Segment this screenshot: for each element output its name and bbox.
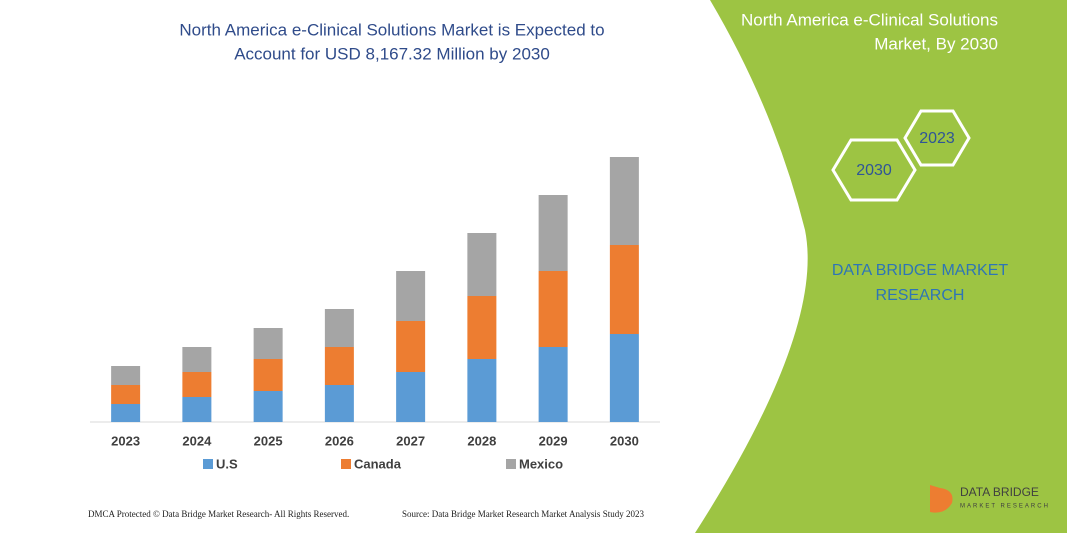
bar-segment [396,372,426,422]
x-tick-label: 2026 [325,433,354,448]
bar-segment [253,328,283,359]
x-tick-label: 2023 [111,433,140,448]
bar-segment [182,372,212,397]
bar-segment [253,391,283,422]
bar-segment [324,309,354,347]
brand-text: RESEARCH [876,287,965,304]
x-tick-label: 2030 [610,433,639,448]
bar-segment [467,296,497,359]
legend-label: U.S [216,456,238,471]
hex-label: 2030 [856,162,892,179]
bar-segment [467,233,497,296]
chart-title: North America e-Clinical Solutions Marke… [179,20,604,39]
bar-segment [467,359,497,422]
bar-segment [538,271,568,347]
x-tick-label: 2025 [254,433,283,448]
logo-name: DATA BRIDGE [960,485,1039,499]
bar-segment [111,366,141,385]
legend-swatch [203,459,213,469]
bar-segment [538,347,568,422]
panel-title: North America e-Clinical Solutions [741,10,998,29]
bar-segment [111,385,141,404]
bar-segment [182,397,212,422]
hexagon [903,109,971,167]
legend-swatch [341,459,351,469]
bar-segment [609,157,639,245]
bar-segment [396,321,426,372]
bar-segment [111,404,141,422]
brand-text: DATA BRIDGE MARKET [832,262,1009,279]
chart-title: Account for USD 8,167.32 Million by 2030 [234,44,550,63]
legend-label: Canada [354,456,402,471]
panel-title: Market, By 2030 [874,34,998,53]
logo-icon [930,485,953,513]
hexagon [831,138,917,202]
hex-label: 2023 [919,130,955,147]
x-tick-label: 2027 [396,433,425,448]
x-tick-label: 2028 [467,433,496,448]
bar-segment [609,334,639,422]
bar-segment [324,347,354,385]
legend-label: Mexico [519,456,563,471]
bar-segment [609,245,639,334]
footer-left: DMCA Protected © Data Bridge Market Rese… [88,509,349,519]
bar-segment [538,195,568,271]
x-tick-label: 2024 [182,433,212,448]
bar-segment [324,385,354,422]
bar-segment [182,347,212,372]
x-tick-label: 2029 [539,433,568,448]
bar-segment [396,271,426,321]
bar-segment [253,359,283,391]
footer-right: Source: Data Bridge Market Research Mark… [402,509,644,519]
green-panel [695,0,1067,533]
legend-swatch [506,459,516,469]
logo-tagline: MARKET RESEARCH [960,504,1050,510]
